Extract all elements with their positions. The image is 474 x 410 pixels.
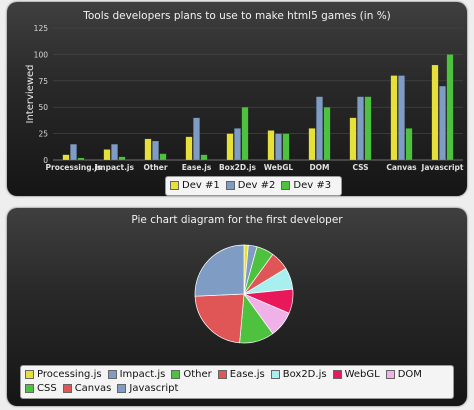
bar-webgl-dev-2 xyxy=(275,133,282,161)
bar-dom-dev-1 xyxy=(308,128,316,161)
bar-processing-js-dev-2 xyxy=(70,143,77,161)
bar-ease-js-dev-1 xyxy=(185,136,193,161)
bar-ease-js-dev-3 xyxy=(200,154,208,161)
legend-item-dev-1: Dev #1 xyxy=(170,179,220,192)
x-tick-label: Other xyxy=(143,163,167,172)
bar-chart-panel: Tools developers plans to use to make ht… xyxy=(7,2,467,196)
legend-label: Dev #3 xyxy=(293,180,332,191)
legend-label: WebGL xyxy=(344,369,380,380)
x-tick-label: Impact.js xyxy=(95,163,134,172)
bar-css-dev-2 xyxy=(357,96,364,161)
legend-label: Dev #1 xyxy=(182,180,220,191)
legend-label: Javascript xyxy=(129,383,179,394)
legend-swatch xyxy=(270,370,280,379)
bar-impact-js-dev-2 xyxy=(111,143,118,161)
bar-dom-dev-2 xyxy=(316,96,323,161)
bar-chart-title: Tools developers plans to use to make ht… xyxy=(83,10,391,22)
bar-canvas-dev-3 xyxy=(405,128,413,161)
legend-swatch xyxy=(217,370,227,379)
y-tick-label: 100 xyxy=(34,50,49,59)
x-tick-label: Ease.js xyxy=(182,163,212,172)
x-tick-label: Canvas xyxy=(386,163,417,172)
bar-chart: 0 25 50 75 100 125 Interviewed Processing.jsImp… xyxy=(25,24,464,172)
legend-swatch xyxy=(332,370,342,379)
legend-swatch xyxy=(170,181,179,190)
bar-javascript-dev-1 xyxy=(431,64,439,161)
y-tick-label: 125 xyxy=(34,24,49,33)
legend-label: DOM xyxy=(397,369,422,380)
legend-swatch xyxy=(225,181,235,190)
bar-box2d-js-dev-1 xyxy=(226,133,234,161)
pie-chart-panel: Pie chart diagram for the first develope… xyxy=(7,208,467,406)
bar-impact-js-dev-1 xyxy=(103,149,111,161)
legend-item-ease-js: Ease.js xyxy=(217,368,265,381)
legend-label: Canvas xyxy=(74,383,112,394)
legend-item-javascript: Javascript xyxy=(117,382,178,395)
x-tick-label: WebGL xyxy=(264,163,294,172)
bar-canvas-dev-2 xyxy=(398,75,405,161)
legend-label: Ease.js xyxy=(229,369,265,380)
bar-other-dev-2 xyxy=(152,140,159,161)
pie-chart xyxy=(194,244,294,344)
legend-item-dev-3: Dev #3 xyxy=(281,179,331,192)
y-tick-label: 25 xyxy=(38,130,48,139)
bar-dom-dev-3 xyxy=(323,106,331,161)
pie-slice-canvas xyxy=(194,293,245,344)
bar-box2d-js-dev-2 xyxy=(234,128,241,161)
legend-item-dom: DOM xyxy=(385,368,422,381)
x-tick-label: Javascript xyxy=(421,163,464,172)
legend-item-processing-js: Processing.js xyxy=(25,368,102,381)
pie-chart-legend: Processing.js Impact.js Other Ease.js Box2D.… xyxy=(20,365,454,399)
bar-chart-legend: Dev #1 Dev #2 Dev #3 xyxy=(165,176,343,196)
legend-label: Processing.js xyxy=(37,369,102,380)
bar-impact-js-dev-3 xyxy=(118,156,126,161)
bar-webgl-dev-1 xyxy=(267,130,275,161)
legend-item-canvas: Canvas xyxy=(62,382,112,395)
y-tick-label: 50 xyxy=(38,103,48,112)
legend-swatch xyxy=(62,384,72,393)
legend-swatch xyxy=(107,370,117,379)
legend-item-webgl: WebGL xyxy=(332,368,380,381)
bar-css-dev-1 xyxy=(349,117,357,161)
bar-other-dev-1 xyxy=(144,138,152,161)
legend-label: CSS xyxy=(37,383,57,394)
legend-item-box2d-js: Box2D.js xyxy=(270,368,327,381)
x-tick-label: CSS xyxy=(352,163,368,172)
x-tick-label: DOM xyxy=(309,163,329,172)
y-tick-label: 75 xyxy=(38,77,48,86)
legend-item-css: CSS xyxy=(25,382,57,395)
legend-swatch xyxy=(281,181,291,190)
bar-other-dev-3 xyxy=(159,153,167,161)
y-axis-label: Interviewed xyxy=(25,65,36,124)
legend-swatch xyxy=(171,370,181,379)
y-tick-label: 0 xyxy=(43,156,48,165)
legend-swatch xyxy=(385,370,395,379)
bar-css-dev-3 xyxy=(364,96,372,161)
legend-label: Dev #2 xyxy=(237,180,276,191)
legend-item-other: Other xyxy=(171,368,212,381)
x-tick-label: Box2D.js xyxy=(219,163,257,172)
pie-chart-title: Pie chart diagram for the first develope… xyxy=(131,214,343,226)
bar-processing-js-dev-3 xyxy=(77,157,85,161)
legend-swatch xyxy=(117,384,127,393)
legend-label: Box2D.js xyxy=(282,369,327,380)
bar-javascript-dev-2 xyxy=(439,85,446,161)
legend-label: Impact.js xyxy=(119,369,166,380)
legend-swatch xyxy=(25,384,34,393)
bar-processing-js-dev-1 xyxy=(62,154,70,161)
legend-swatch xyxy=(25,370,34,379)
legend-item-dev-2: Dev #2 xyxy=(225,179,276,192)
bar-box2d-js-dev-3 xyxy=(241,106,249,161)
x-tick-label: Processing.js xyxy=(46,163,103,172)
legend-label: Other xyxy=(183,369,212,380)
bar-ease-js-dev-2 xyxy=(193,117,200,161)
pie-slice-javascript xyxy=(194,244,245,297)
bar-webgl-dev-3 xyxy=(282,133,290,161)
legend-item-impact-js: Impact.js xyxy=(107,368,166,381)
bar-canvas-dev-1 xyxy=(390,75,398,161)
bar-javascript-dev-3 xyxy=(446,54,454,161)
